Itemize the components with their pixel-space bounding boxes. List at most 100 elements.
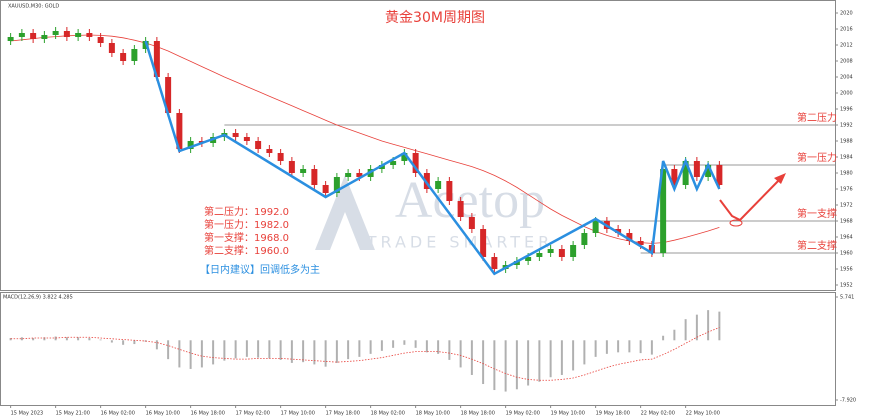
y-tick-label: -7.920 [840,398,856,404]
candle-body [255,141,262,149]
x-tick-label: 16 May 10:00 [146,411,180,417]
y-tick-label: 1952 [840,283,853,289]
candle-body [705,165,712,177]
watermark-sub: TRADE SMARTER [366,233,554,252]
candle-body [97,37,104,43]
x-tick-label: 19 May 10:00 [551,411,585,417]
candle-body [581,233,588,245]
note: 第二支撑：1960.0 [204,244,289,257]
y-tick-label: 2008 [840,59,853,65]
candle-body [637,241,644,245]
symbol-label: XAUUSD,M30: GOLD [8,4,59,10]
candle-body [232,133,239,137]
candle-body [716,165,723,185]
candle-body [7,37,14,41]
x-tick-label: 18 May 18:00 [461,411,495,417]
candle-body [401,153,408,161]
x-tick-label: 15 May 2023 [11,411,44,417]
arrow-line [719,175,784,222]
x-tick-label: 19 May 18:00 [596,411,630,417]
candle-body [570,245,577,257]
candle-body [682,161,689,185]
y-tick-label: 1960 [840,251,853,257]
y-tick-label: 1972 [840,203,853,209]
candle-body [345,173,352,177]
y-tick-label: 2012 [840,43,853,49]
candle-body [187,141,194,149]
candle-body [480,229,487,257]
candle-body [558,249,565,257]
x-tick-label: 17 May 18:00 [326,411,360,417]
y-tick-label: 1956 [840,267,853,273]
level-label: 第一支撑 [797,207,837,220]
level-label: 第二支撑 [797,239,837,252]
candle-body [547,249,554,253]
advice: 【日内建议】回调低多为主 [200,263,320,276]
y-tick-label: 2020 [840,11,853,17]
y-tick-label: 1976 [840,187,853,193]
candle-body [626,233,633,241]
y-tick-label: 1964 [840,235,853,241]
watermark-logo [315,175,375,250]
target-circle [729,219,743,227]
candle-body [52,31,59,35]
candle-body [525,257,532,261]
candle-body [660,169,667,253]
macd-signal [10,327,720,381]
candle-body [468,217,475,229]
candle-body [165,77,172,113]
x-tick-label: 18 May 10:00 [416,411,450,417]
candle-body [30,33,37,39]
candle-body [311,169,318,185]
level-label: 第二压力 [797,111,837,124]
macd-label: MACD(12,26,9) 3.822 4.285 [3,295,73,301]
candle-body [390,161,397,165]
x-tick-label: 17 May 10:00 [281,411,315,417]
candle-body [277,153,284,161]
x-tick-label: 16 May 18:00 [191,411,225,417]
arrow-head [774,173,786,184]
note: 第一支撑：1968.0 [204,231,289,244]
candle-body [333,177,340,193]
x-tick-label: 22 May 10:00 [686,411,720,417]
y-tick-label: 1980 [840,171,853,177]
y-tick-label: 2004 [840,75,853,81]
x-tick-label: 18 May 02:00 [371,411,405,417]
moving-average [10,34,720,244]
x-tick-label: 19 May 02:00 [506,411,540,417]
y-tick-label: 2016 [840,27,853,33]
candle-body [615,229,622,233]
x-tick-label: 16 May 02:00 [101,411,135,417]
level-label: 第一压力 [797,151,837,164]
candle-body [322,185,329,193]
y-tick-label: 1968 [840,219,853,225]
x-tick-label: 17 May 02:00 [236,411,270,417]
candle-body [131,49,138,61]
candle-body [457,201,464,217]
note: 第一压力：1982.0 [204,218,289,231]
candle-body [120,53,127,61]
candle-body [435,181,442,189]
candle-body [446,181,453,201]
candle-body [108,43,115,53]
y-tick-label: 2000 [840,91,853,97]
candle-body [300,169,307,173]
candle-body [491,257,498,269]
candle-body [18,33,25,37]
note: 第二压力：1992.0 [204,205,289,218]
candle-body [266,149,273,153]
y-tick-label: 5.741 [840,295,854,301]
candle-body [86,33,93,37]
x-tick-label: 22 May 02:00 [641,411,675,417]
forecast-arrow [719,173,786,227]
candle-body [63,31,70,37]
y-tick-label: 1984 [840,155,853,161]
candle-body [176,113,183,149]
candle-body [41,35,48,39]
y-tick-label: 1992 [840,123,853,129]
candle-body [412,153,419,173]
y-tick-label: 1996 [840,107,853,113]
main-panel [0,0,836,291]
chart-title: 黄金30M周期图 [385,9,485,26]
